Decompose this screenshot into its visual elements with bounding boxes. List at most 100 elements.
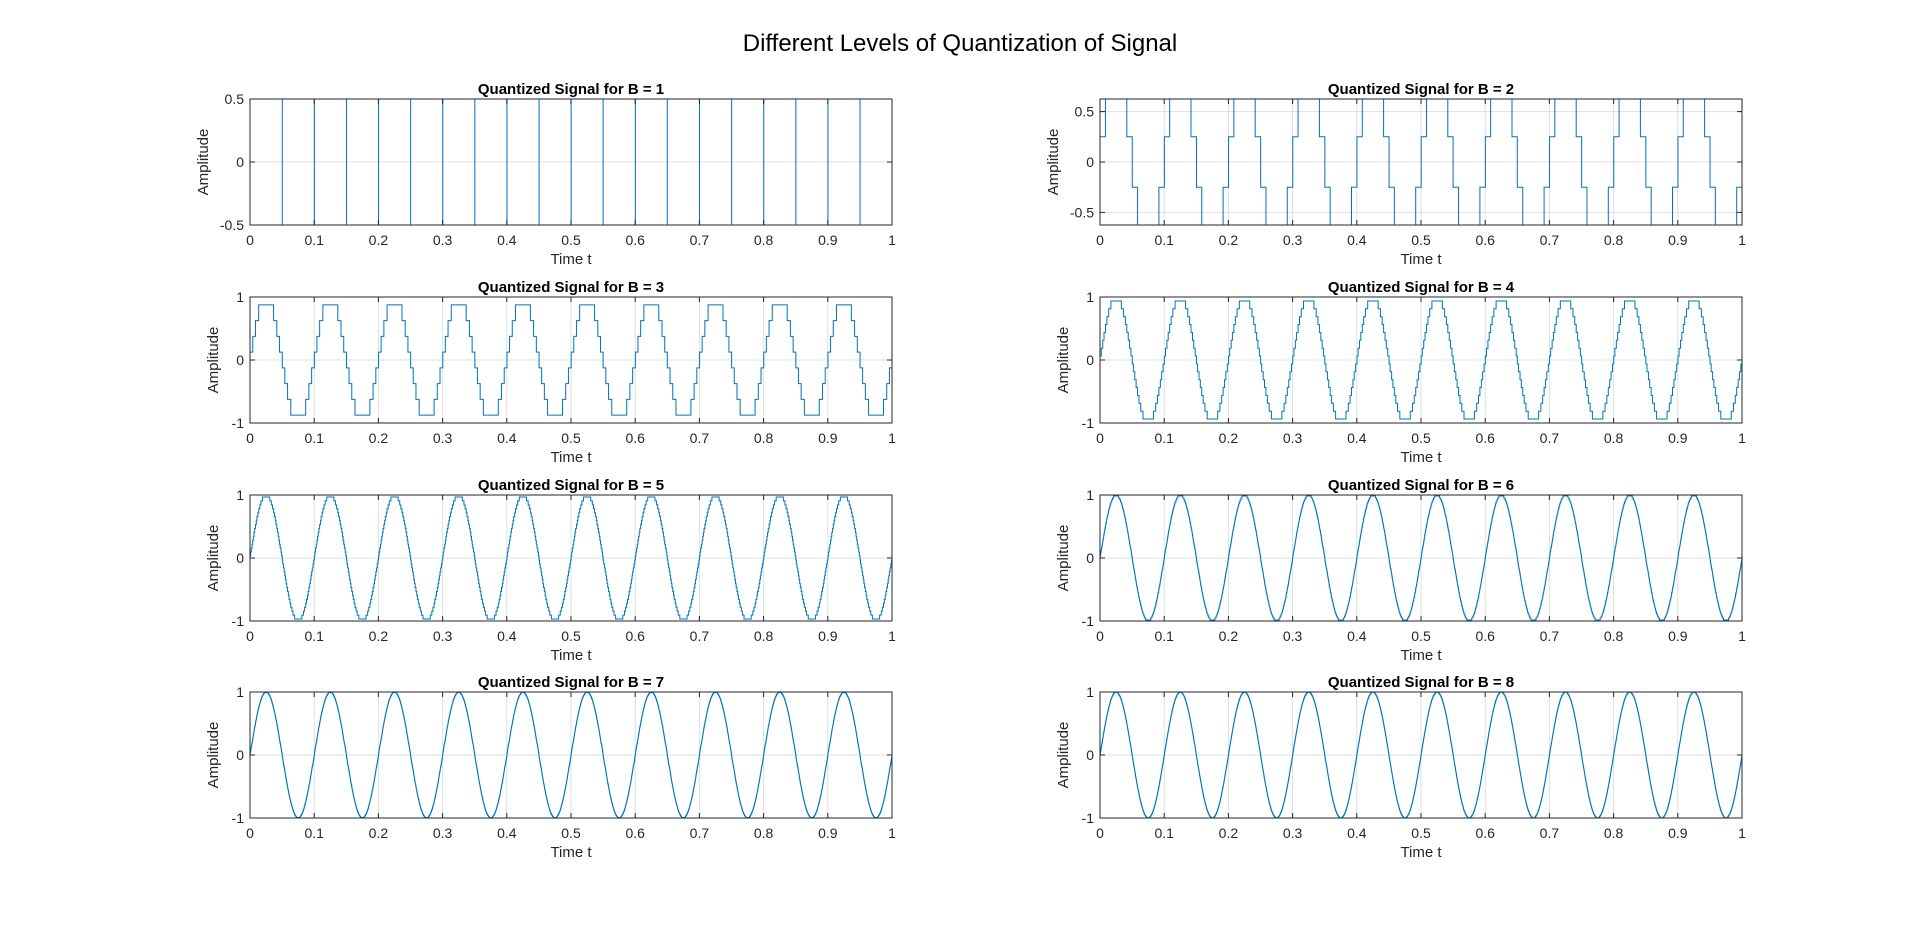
- subplot-3: 0 0.1 0.2 0.3 0.4 0.5 0.6 0.7 0.8 0.9 1-101Quantiz…: [205, 279, 896, 466]
- y-tick-label: 0: [236, 747, 244, 763]
- y-axis-label: Amplitude: [1055, 525, 1072, 592]
- subplot-title: Quantized Signal for B = 5: [478, 477, 664, 494]
- subplot-1: 0 0.1 0.2 0.3 0.4 0.5 0.6 0.7 0.8 0.9 1-0.500.5Qua…: [195, 81, 896, 268]
- subplot-2: 0 0.1 0.2 0.3 0.4 0.5 0.6 0.7 0.8 0.9 1-0.500.5Qua…: [1045, 81, 1746, 268]
- x-tick-label: 0.6: [625, 232, 645, 248]
- x-tick-label: 0.9: [1668, 628, 1688, 644]
- x-tick-label: 1: [1738, 628, 1746, 644]
- x-tick-label: 0.9: [1668, 825, 1688, 841]
- y-tick-label: -1: [232, 613, 245, 629]
- y-axis-label: Amplitude: [1045, 129, 1062, 196]
- y-tick-label: -1: [232, 415, 245, 431]
- y-tick-label: 0: [236, 352, 244, 368]
- x-tick-label: 0.5: [561, 232, 581, 248]
- x-tick-label: 0.5: [1411, 825, 1431, 841]
- subplot-title: Quantized Signal for B = 3: [478, 279, 664, 296]
- x-tick-label: 0: [1096, 825, 1104, 841]
- figure-title: Different Levels of Quantization of Sign…: [742, 30, 1178, 57]
- subplot-8: 0 0.1 0.2 0.3 0.4 0.5 0.6 0.7 0.8 0.9 1-101Quantiz…: [1055, 674, 1746, 861]
- x-tick-label: 0.4: [497, 628, 517, 644]
- x-tick-label: 0.9: [818, 825, 838, 841]
- x-tick-label: 0.8: [754, 628, 774, 644]
- y-tick-label: 0.5: [225, 91, 245, 107]
- x-axis-label: Time t: [1400, 647, 1442, 664]
- x-tick-label: 0.2: [1219, 232, 1239, 248]
- x-tick-label: 0.2: [1219, 825, 1239, 841]
- x-tick-label: 0.6: [1475, 825, 1495, 841]
- x-tick-label: 0.8: [754, 232, 774, 248]
- x-tick-label: 0.5: [561, 825, 581, 841]
- x-tick-label: 0.3: [433, 232, 453, 248]
- x-tick-label: 0: [246, 430, 254, 446]
- subplot-title: Quantized Signal for B = 2: [1328, 81, 1514, 98]
- y-tick-label: -1: [1082, 613, 1095, 629]
- x-axis-label: Time t: [550, 251, 592, 268]
- y-tick-label: 0: [236, 550, 244, 566]
- x-tick-label: 0.4: [497, 232, 517, 248]
- x-tick-label: 0.5: [561, 430, 581, 446]
- y-axis-label: Amplitude: [195, 129, 212, 196]
- x-tick-label: 0.3: [1283, 628, 1303, 644]
- x-tick-label: 0.1: [304, 232, 324, 248]
- y-tick-label: -0.5: [220, 217, 244, 233]
- subplot-6: 0 0.1 0.2 0.3 0.4 0.5 0.6 0.7 0.8 0.9 1-101Quantiz…: [1055, 477, 1746, 664]
- x-tick-label: 0.7: [690, 825, 710, 841]
- signal-line: [1100, 495, 1742, 621]
- x-tick-label: 0.4: [1347, 232, 1367, 248]
- x-tick-label: 0.5: [561, 628, 581, 644]
- y-tick-label: 0: [1086, 747, 1094, 763]
- y-tick-label: 0: [1086, 154, 1094, 170]
- y-axis-label: Amplitude: [205, 722, 222, 789]
- x-tick-label: 0.4: [1347, 825, 1367, 841]
- x-tick-label: 0.3: [433, 430, 453, 446]
- x-tick-label: 0.1: [304, 825, 324, 841]
- x-tick-label: 0.9: [1668, 232, 1688, 248]
- signal-line: [250, 692, 892, 818]
- x-tick-label: 0.1: [1154, 628, 1174, 644]
- y-tick-label: -0.5: [1070, 204, 1094, 220]
- x-tick-label: 0.3: [1283, 430, 1303, 446]
- x-tick-label: 0.8: [754, 430, 774, 446]
- x-tick-label: 0.4: [497, 825, 517, 841]
- subplot-title: Quantized Signal for B = 8: [1328, 674, 1514, 691]
- y-tick-label: 0: [1086, 352, 1094, 368]
- x-tick-label: 0.2: [1219, 628, 1239, 644]
- subplot-5: 0 0.1 0.2 0.3 0.4 0.5 0.6 0.7 0.8 0.9 1-101Quantiz…: [205, 477, 896, 664]
- x-tick-label: 0: [1096, 232, 1104, 248]
- x-tick-label: 0.5: [1411, 430, 1431, 446]
- subplot-7: 0 0.1 0.2 0.3 0.4 0.5 0.6 0.7 0.8 0.9 1-101Quantiz…: [205, 674, 896, 861]
- y-tick-label: 1: [1086, 684, 1094, 700]
- x-tick-label: 0.1: [1154, 232, 1174, 248]
- x-tick-label: 0.9: [1668, 430, 1688, 446]
- y-tick-label: -1: [1082, 810, 1095, 826]
- x-axis-label: Time t: [1400, 449, 1442, 466]
- x-tick-label: 0.6: [1475, 430, 1495, 446]
- x-tick-label: 0.7: [1540, 430, 1560, 446]
- x-axis-label: Time t: [550, 449, 592, 466]
- x-tick-label: 1: [1738, 825, 1746, 841]
- x-tick-label: 0.2: [369, 628, 389, 644]
- x-tick-label: 0.8: [1604, 825, 1624, 841]
- y-tick-label: 1: [236, 487, 244, 503]
- x-tick-label: 0.5: [1411, 628, 1431, 644]
- y-tick-label: 0: [236, 154, 244, 170]
- x-tick-label: 0.2: [369, 430, 389, 446]
- x-tick-label: 1: [888, 430, 896, 446]
- subplot-title: Quantized Signal for B = 7: [478, 674, 664, 691]
- subplot-title: Quantized Signal for B = 4: [1328, 279, 1515, 296]
- x-tick-label: 0.8: [1604, 232, 1624, 248]
- x-tick-label: 0.7: [690, 430, 710, 446]
- x-tick-label: 0: [1096, 628, 1104, 644]
- x-tick-label: 0.7: [690, 232, 710, 248]
- y-tick-label: 0: [1086, 550, 1094, 566]
- subplot-title: Quantized Signal for B = 1: [478, 81, 664, 98]
- x-tick-label: 0.7: [1540, 628, 1560, 644]
- x-tick-label: 0.2: [1219, 430, 1239, 446]
- signal-line: [1100, 692, 1742, 818]
- signal-line: [250, 99, 892, 225]
- x-tick-label: 0.6: [625, 825, 645, 841]
- y-axis-label: Amplitude: [1055, 327, 1072, 394]
- y-tick-label: 1: [1086, 289, 1094, 305]
- x-tick-label: 0.7: [1540, 232, 1560, 248]
